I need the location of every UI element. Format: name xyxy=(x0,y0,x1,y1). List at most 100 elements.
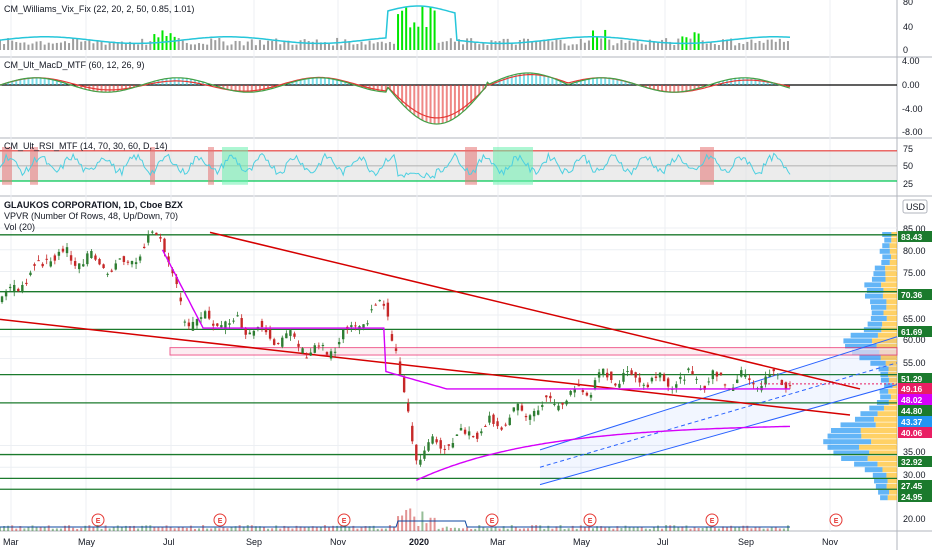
candle-body xyxy=(232,321,234,322)
vp-bar-down xyxy=(890,260,897,265)
vp-bar-down xyxy=(885,271,897,276)
candle-body xyxy=(480,431,482,433)
candle-body xyxy=(582,390,584,392)
vp-bar-up xyxy=(873,271,885,276)
vp-bar-down xyxy=(887,316,897,321)
candle-body xyxy=(314,345,316,353)
candle-body xyxy=(586,393,588,396)
volume-bar xyxy=(76,529,78,531)
volume-bar xyxy=(92,527,94,531)
volume-bar xyxy=(767,528,769,531)
volume-bar xyxy=(519,529,521,531)
macd-histogram-bar xyxy=(117,85,119,91)
vp-bar-down xyxy=(891,394,897,399)
candle-body xyxy=(651,378,653,382)
candle-body xyxy=(736,380,738,383)
candle-body xyxy=(94,256,96,260)
volume-bar xyxy=(442,528,444,531)
candle-body xyxy=(569,391,571,395)
vp-bar-down xyxy=(884,406,897,411)
candle-body xyxy=(74,261,76,266)
candle-body xyxy=(106,274,108,275)
price-tag-label: 27.45 xyxy=(901,481,923,491)
vix-bar xyxy=(3,44,5,50)
volume-bar xyxy=(291,528,293,531)
vix-bar xyxy=(421,7,423,50)
vix-bar xyxy=(48,43,50,50)
vix-bar xyxy=(531,41,533,50)
vix-bar xyxy=(84,41,86,50)
vix-bar xyxy=(596,37,598,50)
vix-bar xyxy=(11,41,13,50)
volume-bar xyxy=(413,517,415,531)
volume-bar xyxy=(166,525,168,531)
macd-tick-m4: -4.00 xyxy=(902,104,923,114)
usd-currency-icon[interactable]: USD xyxy=(903,200,927,213)
vp-bar-down xyxy=(871,439,897,444)
candle-body xyxy=(541,405,543,407)
vix-bar xyxy=(198,43,200,50)
volume-bar xyxy=(738,527,740,531)
vp-bar-down xyxy=(887,484,897,489)
vix-bar xyxy=(389,42,391,50)
vp-bar-down xyxy=(886,299,897,304)
candle-body xyxy=(395,348,397,351)
candle-body xyxy=(744,374,746,377)
candle-body xyxy=(78,263,80,269)
volume-bar xyxy=(434,518,436,531)
vix-bar xyxy=(555,40,557,50)
candle-body xyxy=(269,330,271,339)
vix-bar xyxy=(616,43,618,50)
candle-body xyxy=(748,378,750,380)
vix-bar xyxy=(706,44,708,50)
vp-bar-up xyxy=(880,394,891,399)
price-tag-label: 24.95 xyxy=(901,492,923,502)
volume-bar xyxy=(564,529,566,531)
candle-body xyxy=(375,305,377,306)
volume-bar xyxy=(657,526,659,531)
vp-bar-up xyxy=(871,316,887,321)
volume-bar xyxy=(218,528,220,531)
vix-bar xyxy=(141,39,143,50)
candle-body xyxy=(533,411,535,416)
volume-bar xyxy=(157,528,159,531)
candle-body xyxy=(768,374,770,377)
macd-histogram-bar xyxy=(113,85,115,92)
vix-bar xyxy=(592,30,594,50)
candle-body xyxy=(525,416,527,417)
vix-bar xyxy=(80,42,82,50)
vix-bar xyxy=(462,44,464,50)
candle-body xyxy=(472,436,474,437)
vix-bar xyxy=(210,38,212,50)
price-tag-label: 49.16 xyxy=(901,384,923,394)
vix-bar xyxy=(308,41,310,50)
volume-bar xyxy=(625,526,627,531)
candle-body xyxy=(517,404,519,411)
vp-bar-up xyxy=(871,305,886,310)
vp-bar-up xyxy=(823,439,871,444)
candle-body xyxy=(610,372,612,380)
vix-bar xyxy=(68,43,70,50)
vix-bar xyxy=(267,41,269,50)
candle-body xyxy=(163,239,165,252)
price-tick-65: 65.00 xyxy=(903,314,926,324)
vp-bar-up xyxy=(878,490,889,495)
volume-bar xyxy=(759,528,761,531)
vix-bar xyxy=(600,38,602,50)
earnings-e-label: E xyxy=(218,518,223,525)
volume-bar xyxy=(247,525,249,531)
candle-body xyxy=(310,353,312,356)
price-tick-80: 80.00 xyxy=(903,246,926,256)
vix-bar xyxy=(425,27,427,50)
candle-body xyxy=(50,261,52,266)
volume-bar xyxy=(673,525,675,531)
volume-bar xyxy=(117,525,119,531)
volume-bar xyxy=(360,528,362,531)
vix-bar xyxy=(714,44,716,50)
candle-body xyxy=(277,343,279,344)
volume-bar xyxy=(385,529,387,531)
volume-bar xyxy=(72,528,74,531)
price-tag-label: 70.36 xyxy=(901,290,923,300)
candle-body xyxy=(297,344,299,347)
